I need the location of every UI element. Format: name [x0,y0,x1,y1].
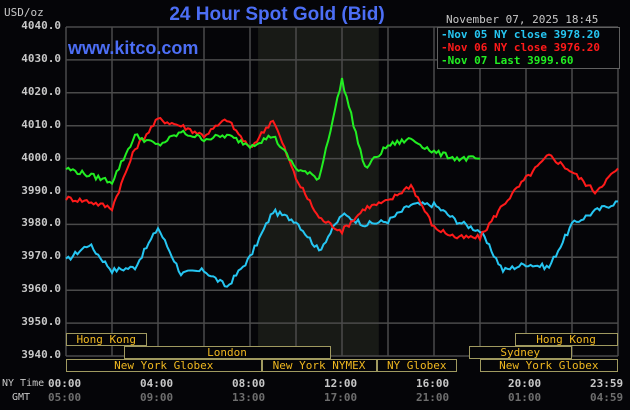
session-box: Sydney [468,346,572,359]
y-tick-label: 4000.0 [21,150,61,164]
y-tick-label: 3980.0 [21,216,61,230]
x-tick-ny: 23:59 [590,377,624,390]
session-box: Hong Kong [66,333,147,346]
chart-title-text: 24 Hour Spot Gold (Bid) [169,4,385,25]
session-box: New York Globex [66,359,262,372]
y-tick-label: 3990.0 [21,183,61,197]
x-tick-gmt: 21:00 [416,391,450,404]
legend-label: Nov 06 NY close 3976.20 [447,41,600,54]
series-line [65,116,619,243]
chart-datetime: November 07, 2025 18:45 [446,13,599,26]
session-box: New York Globex [480,359,618,372]
session-label: Hong Kong [76,333,137,346]
session-label: Hong Kong [536,333,596,346]
y-tick-label: 3950.0 [21,315,61,329]
x-tick-gmt: 01:00 [508,391,542,404]
legend-item-nov05: -Nov 05 NY close 3978.20 [441,28,600,41]
session-box: London [123,346,331,359]
legend-label: Nov 07 Last 3999.60 [447,54,574,67]
legend-label: Nov 05 NY close 3978.20 [447,28,600,41]
x-tick-ny: 16:00 [416,377,450,390]
session-label: New York Globex [499,359,599,372]
x-tick-ny: 08:00 [232,377,266,390]
x-tick-gmt: 04:59 [590,391,624,404]
x-tick-gmt: 13:00 [232,391,266,404]
y-tick-label: 4010.0 [21,117,61,131]
session-box: New York NYMEX [261,359,377,372]
session-label: London [207,346,247,359]
y-tick-label: 3940.0 [21,348,61,361]
y-tick-label: 4030.0 [21,51,61,65]
session-label: New York Globex [114,359,214,372]
legend-item-nov06: -Nov 06 NY close 3976.20 [441,41,600,54]
y-tick-label: 4040.0 [21,19,61,32]
series-line [65,77,481,186]
x-tick-ny: 12:00 [324,377,358,390]
ny-time-label: NY Time [2,378,45,389]
x-tick-gmt: 05:00 [48,391,82,404]
x-tick-ny: 04:00 [140,377,174,390]
y-tick-label: 3960.0 [21,282,61,296]
series-line [65,200,619,288]
y-tick-label: 3970.0 [21,249,61,263]
session-label: New York NYMEX [272,359,366,372]
gmt-label: GMT [12,392,31,403]
session-box: Hong Kong [514,333,618,346]
session-label: Sydney [500,346,541,359]
chart-title: 24 Hour Spot Gold (Bid) [0,4,630,26]
x-tick-ny: 20:00 [508,377,542,390]
session-label: NY Globex [386,359,447,372]
session-box: NY Globex [376,359,457,372]
watermark-link[interactable]: www.kitco.com [68,38,199,58]
x-tick-gmt: 17:00 [324,391,358,404]
legend: -Nov 05 NY close 3978.20 -Nov 06 NY clos… [437,27,620,69]
legend-item-nov07: -Nov 07 Last 3999.60 [441,54,574,67]
x-tick-gmt: 09:00 [140,391,174,404]
y-axis-unit-label: USD/oz [4,6,44,19]
x-tick-ny: 00:00 [48,377,82,390]
y-tick-label: 4020.0 [21,84,61,98]
